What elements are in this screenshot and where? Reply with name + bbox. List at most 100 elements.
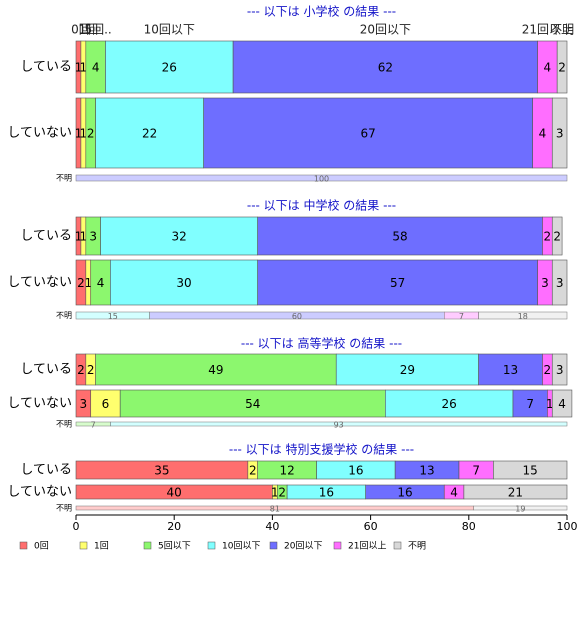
unknown-bar-segment	[473, 505, 568, 511]
legend-swatch	[19, 541, 28, 550]
panel-title: --- 以下は 高等学校 の結果 ---	[241, 336, 402, 351]
legend-label: 10回以下	[222, 541, 260, 552]
bar-segment	[551, 389, 573, 418]
bar-value-label: 67	[361, 127, 376, 141]
unknown-bar-value-label: 15	[108, 312, 118, 321]
legend-swatch	[393, 541, 402, 550]
row-label: している	[20, 229, 72, 244]
bar-value-label: 12	[279, 464, 294, 478]
bar-value-label: 2	[249, 464, 257, 478]
bar-value-label: 57	[390, 276, 405, 290]
bar-value-label: 1	[75, 127, 83, 141]
legend-label: 0回	[34, 541, 49, 552]
legend-label: 1回	[94, 541, 109, 552]
x-tick-label: 60	[364, 520, 378, 533]
legend-swatch	[143, 541, 152, 550]
bar-segment	[119, 389, 386, 418]
bar-segment	[90, 389, 121, 418]
legend-swatch	[269, 541, 278, 550]
bar-value-label: 3	[80, 397, 88, 411]
bar-value-label: 3	[556, 127, 564, 141]
bar-value-label: 2	[77, 276, 85, 290]
bar-segment	[551, 97, 568, 169]
bar-value-label: 1	[271, 486, 279, 500]
bar-value-label: 3	[556, 276, 564, 290]
category-top-label: 5回..	[84, 23, 111, 37]
bar-value-label: 1	[80, 230, 88, 244]
bar-value-label: 1	[546, 397, 554, 411]
category-top-label: 不明	[550, 23, 574, 37]
bar-segment	[463, 484, 568, 500]
row-label: している	[20, 463, 72, 478]
bar-segment	[95, 353, 337, 386]
unknown-bar-value-label: 100	[314, 175, 329, 184]
bar-segment	[100, 216, 258, 256]
bar-value-label: 7	[472, 464, 480, 478]
panel-title: --- 以下は 中学校 の結果 ---	[247, 198, 396, 213]
bar-value-label: 40	[167, 486, 182, 500]
bar-value-label: 4	[92, 61, 100, 75]
bar-segment	[478, 353, 543, 386]
bar-value-label: 2	[87, 363, 95, 377]
bar-value-label: 1	[75, 230, 83, 244]
bar-segment	[95, 97, 204, 169]
unknown-row-label: 不明	[56, 311, 72, 320]
bar-value-label: 62	[378, 61, 393, 75]
bar-value-label: 16	[319, 486, 334, 500]
row-label: していない	[7, 485, 72, 500]
bar-value-label: 1	[80, 127, 88, 141]
bar-value-label: 7	[526, 397, 534, 411]
bar-segment	[385, 389, 514, 418]
bar-value-label: 6	[102, 397, 110, 411]
bar-value-label: 4	[539, 127, 547, 141]
unknown-bar-value-label: 60	[292, 312, 302, 321]
legend-swatch	[207, 541, 216, 550]
bar-value-label: 2	[544, 363, 552, 377]
unknown-row-label: 不明	[56, 504, 72, 513]
bar-value-label: 2	[278, 486, 286, 500]
bar-value-label: 15	[523, 464, 538, 478]
bar-value-label: 2	[87, 127, 95, 141]
unknown-bar-value-label: 19	[515, 505, 525, 514]
legend-swatch	[79, 541, 88, 550]
category-top-label: 1回	[78, 23, 98, 37]
unknown-bar-segment	[110, 421, 568, 427]
bar-value-label: 3	[556, 363, 564, 377]
bar-value-label: 49	[208, 363, 223, 377]
bar-value-label: 1	[80, 61, 88, 75]
unknown-bar-value-label: 7	[91, 421, 96, 430]
bar-segment	[556, 40, 568, 94]
bar-value-label: 4	[544, 61, 552, 75]
bar-value-label: 2	[544, 230, 552, 244]
legend-label: 20回以下	[284, 541, 322, 552]
bar-value-label: 26	[442, 397, 457, 411]
panel-title: --- 以下は 特別支援学校 の結果 ---	[229, 442, 414, 457]
bar-value-label: 32	[171, 230, 186, 244]
bar-value-label: 4	[97, 276, 105, 290]
unknown-row-label: 不明	[56, 420, 72, 429]
legend-label: 5回以下	[158, 541, 191, 552]
bar-value-label: 30	[176, 276, 191, 290]
bar-value-label: 16	[348, 464, 363, 478]
bar-value-label: 16	[397, 486, 412, 500]
x-tick-label: 40	[265, 520, 279, 533]
bar-segment	[512, 389, 548, 418]
bar-value-label: 22	[142, 127, 157, 141]
category-top-label: 10回以下	[144, 23, 195, 37]
bar-segment	[551, 353, 568, 386]
x-tick-label: 100	[557, 520, 578, 533]
row-label: している	[20, 362, 72, 377]
bar-value-label: 2	[553, 230, 561, 244]
bar-value-label: 29	[400, 363, 415, 377]
row-label: していない	[7, 396, 72, 411]
bar-value-label: 2	[558, 61, 566, 75]
bar-value-label: 3	[541, 276, 549, 290]
bar-value-label: 3	[89, 230, 97, 244]
x-tick-label: 80	[462, 520, 476, 533]
legend-swatch	[333, 541, 342, 550]
unknown-bar-value-label: 7	[459, 312, 464, 321]
bar-value-label: 58	[392, 230, 407, 244]
bar-value-label: 21	[508, 486, 523, 500]
bar-value-label: 26	[162, 61, 177, 75]
